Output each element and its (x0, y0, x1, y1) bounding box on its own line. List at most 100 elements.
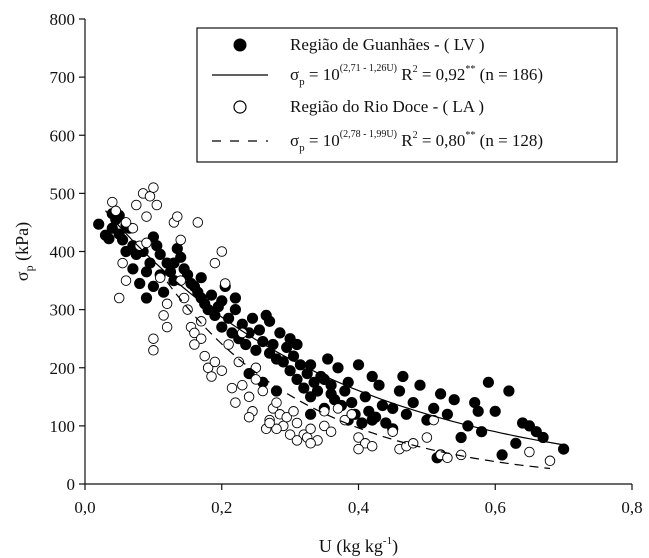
point-open (250, 374, 262, 385)
point-filled (455, 431, 467, 444)
point-filled (147, 280, 159, 292)
fit-curves (105, 210, 564, 470)
point-open (154, 272, 166, 283)
point-open (189, 327, 200, 339)
legend-eq-n: (n = 128) (475, 131, 543, 150)
x-tick-label: 0,0 (74, 498, 95, 517)
point-open (319, 420, 330, 432)
point-filled (229, 303, 241, 316)
point-filled (205, 289, 218, 301)
point-filled (246, 312, 259, 324)
point-filled (366, 414, 378, 426)
y-tick-label: 0 (67, 475, 76, 494)
point-filled (253, 324, 265, 336)
legend-eq-stat-sup: ** (465, 130, 475, 141)
point-filled (356, 417, 368, 429)
point-filled (489, 405, 501, 417)
point-open (442, 452, 453, 464)
point-open (199, 350, 210, 362)
point-open (264, 417, 275, 429)
point-open (339, 414, 351, 426)
point-filled (510, 437, 522, 449)
legend-eq-sigma: σ (290, 65, 299, 84)
point-open (281, 411, 292, 423)
x-tick-label: 0,6 (485, 498, 506, 517)
x-tick-label: 0,4 (348, 498, 370, 517)
point-open (189, 339, 200, 350)
point-open (223, 339, 234, 350)
point-open (127, 222, 139, 234)
point-open (243, 391, 255, 403)
point-open (237, 327, 248, 339)
point-filled (117, 234, 129, 246)
legend-box (196, 27, 618, 163)
point-open (148, 345, 159, 356)
point-open (117, 257, 128, 269)
point-filled (250, 344, 262, 356)
point-filled (106, 222, 118, 234)
point-filled (325, 388, 337, 400)
point-open (209, 257, 221, 269)
point-filled (298, 382, 310, 394)
point-open (219, 278, 231, 289)
point-open (178, 292, 190, 304)
y-axis-title-symbol: σ (12, 271, 32, 281)
point-filled (304, 408, 317, 420)
point-filled (229, 292, 241, 304)
point-open (148, 333, 159, 344)
x-axis-label: U (kg kg-1) (319, 535, 398, 557)
legend-eq-sigma: σ (290, 131, 299, 150)
point-open (353, 443, 364, 455)
point-open (332, 403, 344, 414)
y-axis-label: σp (kPa) (12, 222, 36, 281)
y-axis-title: σp (kPa) (12, 222, 36, 281)
y-tick-label: 800 (50, 10, 76, 29)
point-open (428, 414, 439, 426)
legend-eq-stat: = 0,92 (418, 65, 466, 84)
point-filled (263, 315, 276, 327)
point-open (271, 397, 282, 408)
point-filled (274, 327, 286, 339)
x-axis-title: U (kg kg-1) (319, 535, 398, 557)
point-open (284, 429, 296, 440)
point-filled (332, 362, 344, 374)
point-filled (557, 443, 570, 455)
point-open (161, 298, 173, 310)
point-filled (240, 338, 252, 351)
point-filled (216, 321, 228, 333)
point-open (216, 246, 228, 257)
legend-marker-open (233, 100, 247, 114)
series-rio-doce (107, 182, 556, 467)
point-filled (257, 335, 269, 348)
legend-marker-filled (233, 38, 247, 52)
point-filled (144, 257, 156, 269)
point-filled (291, 338, 303, 351)
point-filled (93, 218, 105, 230)
point-filled (407, 396, 419, 409)
point-filled (322, 353, 334, 365)
fit-curve-dashed (166, 281, 551, 470)
data-points (93, 182, 570, 467)
point-filled (284, 365, 296, 377)
point-open (192, 217, 204, 228)
legend-eq-r-sup: 2 (413, 64, 418, 75)
y-tick-label: 600 (50, 126, 76, 145)
legend: Região de Guanhães - ( LV )σp = 10(2,71 … (196, 27, 618, 163)
point-open (387, 426, 398, 437)
x-tick-label: 0,8 (621, 498, 642, 517)
point-open (346, 409, 357, 420)
point-open (216, 365, 228, 376)
legend-eq-n: (n = 186) (475, 65, 543, 84)
legend-eq-exponent: (2,78 - 1,99U) (340, 129, 397, 140)
legend-eq-sub: p (299, 76, 305, 88)
x-axis-title-end: ) (392, 536, 398, 557)
point-open (233, 356, 245, 368)
point-open (366, 440, 378, 452)
point-filled (503, 385, 515, 397)
legend-eq-exponent: (2,71 - 1,26U) (340, 63, 397, 74)
point-open (175, 234, 186, 246)
point-open (250, 362, 262, 374)
point-open (113, 292, 125, 304)
point-filled (393, 385, 406, 397)
